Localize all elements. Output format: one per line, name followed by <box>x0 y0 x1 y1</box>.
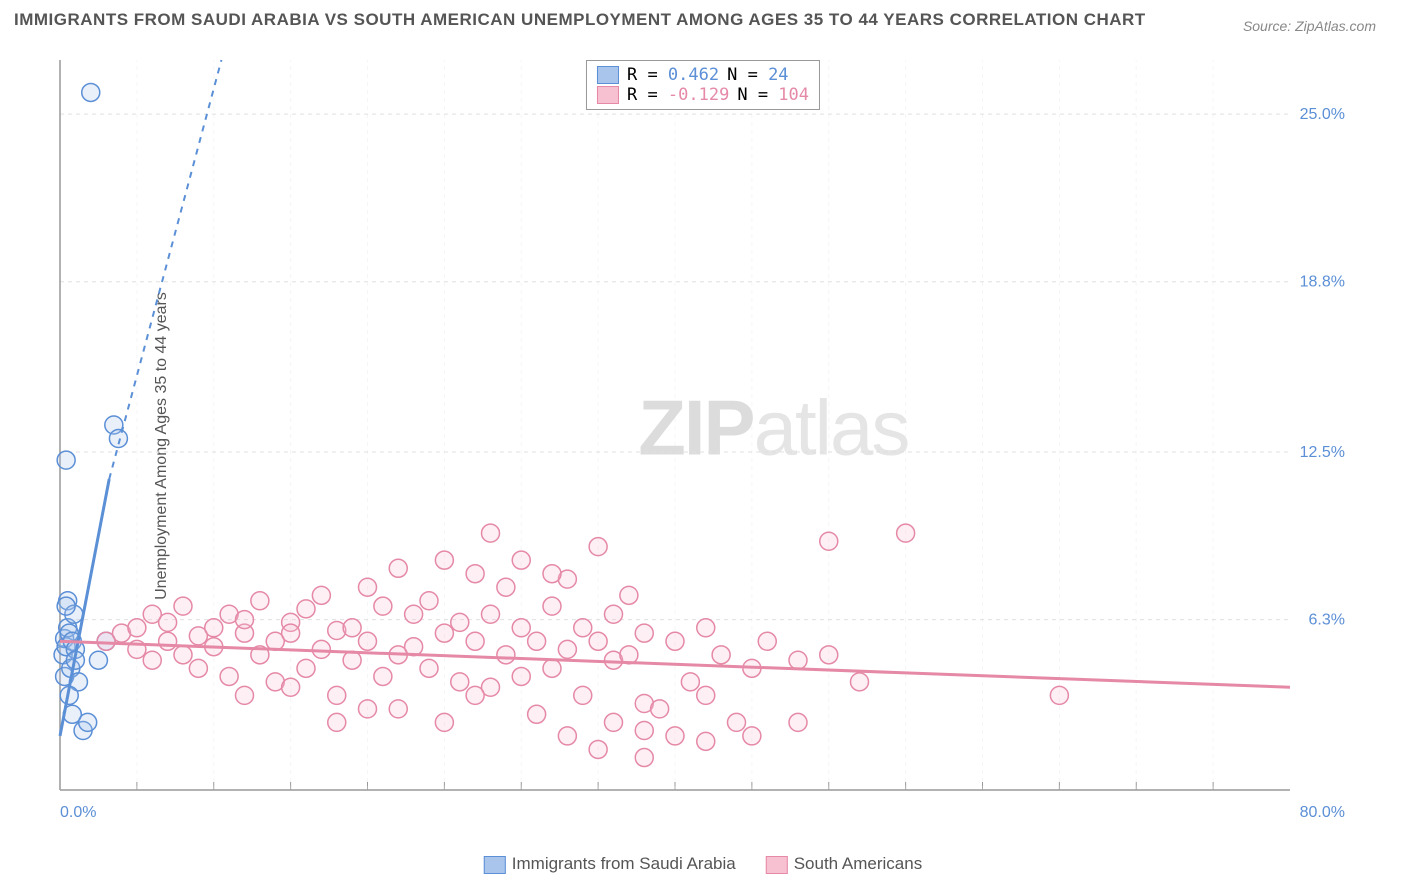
legend-r-1: R = 0.462 <box>627 65 719 85</box>
chart-title: IMMIGRANTS FROM SAUDI ARABIA VS SOUTH AM… <box>14 10 1146 30</box>
legend-bottom-label-1: Immigrants from Saudi Arabia <box>512 854 736 873</box>
legend-stats-row-2: R = -0.129 N = 104 <box>597 85 809 105</box>
legend-r-value-1: 0.462 <box>668 65 719 85</box>
svg-text:6.3%: 6.3% <box>1309 612 1345 629</box>
legend-n-1: N = 24 <box>727 65 788 85</box>
legend-stats: R = 0.462 N = 24 R = -0.129 N = 104 <box>586 60 820 110</box>
legend-n-value-2: 104 <box>778 85 809 105</box>
svg-text:12.5%: 12.5% <box>1300 444 1345 461</box>
legend-r-2: R = -0.129 <box>627 85 729 105</box>
legend-n-value-1: 24 <box>768 65 788 85</box>
scatter-chart: 6.3% 12.5% 18.8% 25.0% 0.0% 80.0% <box>50 55 1350 825</box>
legend-bottom: Immigrants from Saudi Arabia South Ameri… <box>484 854 922 874</box>
source-attribution: Source: ZipAtlas.com <box>1243 18 1376 34</box>
svg-text:0.0%: 0.0% <box>60 804 96 821</box>
svg-text:80.0%: 80.0% <box>1300 804 1345 821</box>
legend-bottom-item-1: Immigrants from Saudi Arabia <box>484 854 736 874</box>
legend-stats-row-1: R = 0.462 N = 24 <box>597 65 809 85</box>
legend-n-2: N = 104 <box>737 85 809 105</box>
legend-r-value-2: -0.129 <box>668 85 729 105</box>
legend-bottom-item-2: South Americans <box>766 854 923 874</box>
legend-bottom-swatch-2 <box>766 856 788 874</box>
legend-bottom-swatch-1 <box>484 856 506 874</box>
svg-text:25.0%: 25.0% <box>1300 106 1345 123</box>
chart-svg: 6.3% 12.5% 18.8% 25.0% 0.0% 80.0% <box>50 55 1350 825</box>
legend-swatch-series-1 <box>597 66 619 84</box>
legend-bottom-label-2: South Americans <box>794 854 923 873</box>
svg-text:18.8%: 18.8% <box>1300 274 1345 291</box>
legend-swatch-series-2 <box>597 86 619 104</box>
